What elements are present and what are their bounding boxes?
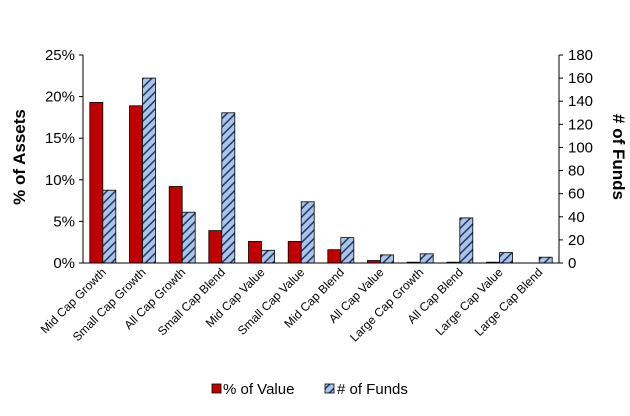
bar-value-6: [327, 249, 342, 264]
y-tick-label-right-5: 100: [568, 139, 593, 156]
y-tick-label-right-4: 80: [568, 163, 585, 180]
y-tick-label-left-3: 15%: [45, 130, 75, 147]
bar-value-4: [248, 240, 262, 264]
y-tick-label-right-2: 40: [568, 209, 585, 226]
bar-funds-10: [499, 252, 513, 264]
bar-value-5: [287, 240, 302, 264]
bar-funds-6: [340, 237, 355, 264]
x-tick-label-11: Large Cap Blend: [472, 265, 546, 339]
bar-funds-3: [221, 112, 236, 264]
legend-swatch-value: [211, 383, 222, 394]
y-tick-label-right-3: 60: [568, 186, 585, 203]
bar-funds-9: [459, 217, 474, 264]
y-tick-label-right-6: 120: [568, 116, 593, 133]
bar-value-1: [129, 105, 143, 264]
x-tick-label-1: Small Cap Growth: [70, 265, 149, 344]
y-tick-label-left-5: 25%: [45, 47, 75, 64]
bar-funds-4: [261, 249, 275, 264]
bar-value-3: [208, 230, 223, 264]
y-tick-label-right-7: 140: [568, 93, 593, 110]
bar-funds-5: [300, 201, 315, 264]
bar-value-0: [89, 102, 104, 264]
x-tick-label-10: Large Cap Value: [433, 265, 506, 338]
y-axis-title-right: # of Funds: [609, 114, 628, 200]
y-axis-title-left: % of Assets: [10, 109, 29, 205]
y-tick-label-left-2: 10%: [45, 172, 75, 189]
y-tick-label-right-1: 20: [568, 232, 585, 249]
y-tick-label-right-0: 0: [568, 255, 576, 272]
bar-value-2: [168, 186, 183, 264]
y-tick-label-right-8: 160: [568, 70, 593, 87]
legend-label-funds: # of Funds: [337, 381, 408, 398]
y-tick-label-left-0: 0%: [53, 255, 75, 272]
bar-funds-7: [380, 254, 394, 264]
bar-funds-2: [181, 211, 196, 264]
x-tick-label-3: Small Cap Blend: [155, 265, 228, 338]
bar-funds-8: [419, 253, 434, 264]
y-tick-label-right-9: 180: [568, 47, 593, 64]
x-tick-label-0: Mid Cap Growth: [38, 265, 109, 336]
legend-swatch-funds: [324, 383, 335, 394]
legend-label-value: % of Value: [223, 381, 294, 398]
bar-funds-11: [538, 256, 553, 264]
legend: % of Value # of Funds: [211, 381, 408, 398]
y-tick-label-left-1: 5%: [53, 213, 75, 230]
bar-funds-0: [102, 189, 117, 264]
bar-funds-1: [142, 77, 156, 264]
y-tick-label-left-4: 20%: [45, 89, 75, 106]
x-tick-label-8: Large Cap Growth: [347, 265, 426, 344]
